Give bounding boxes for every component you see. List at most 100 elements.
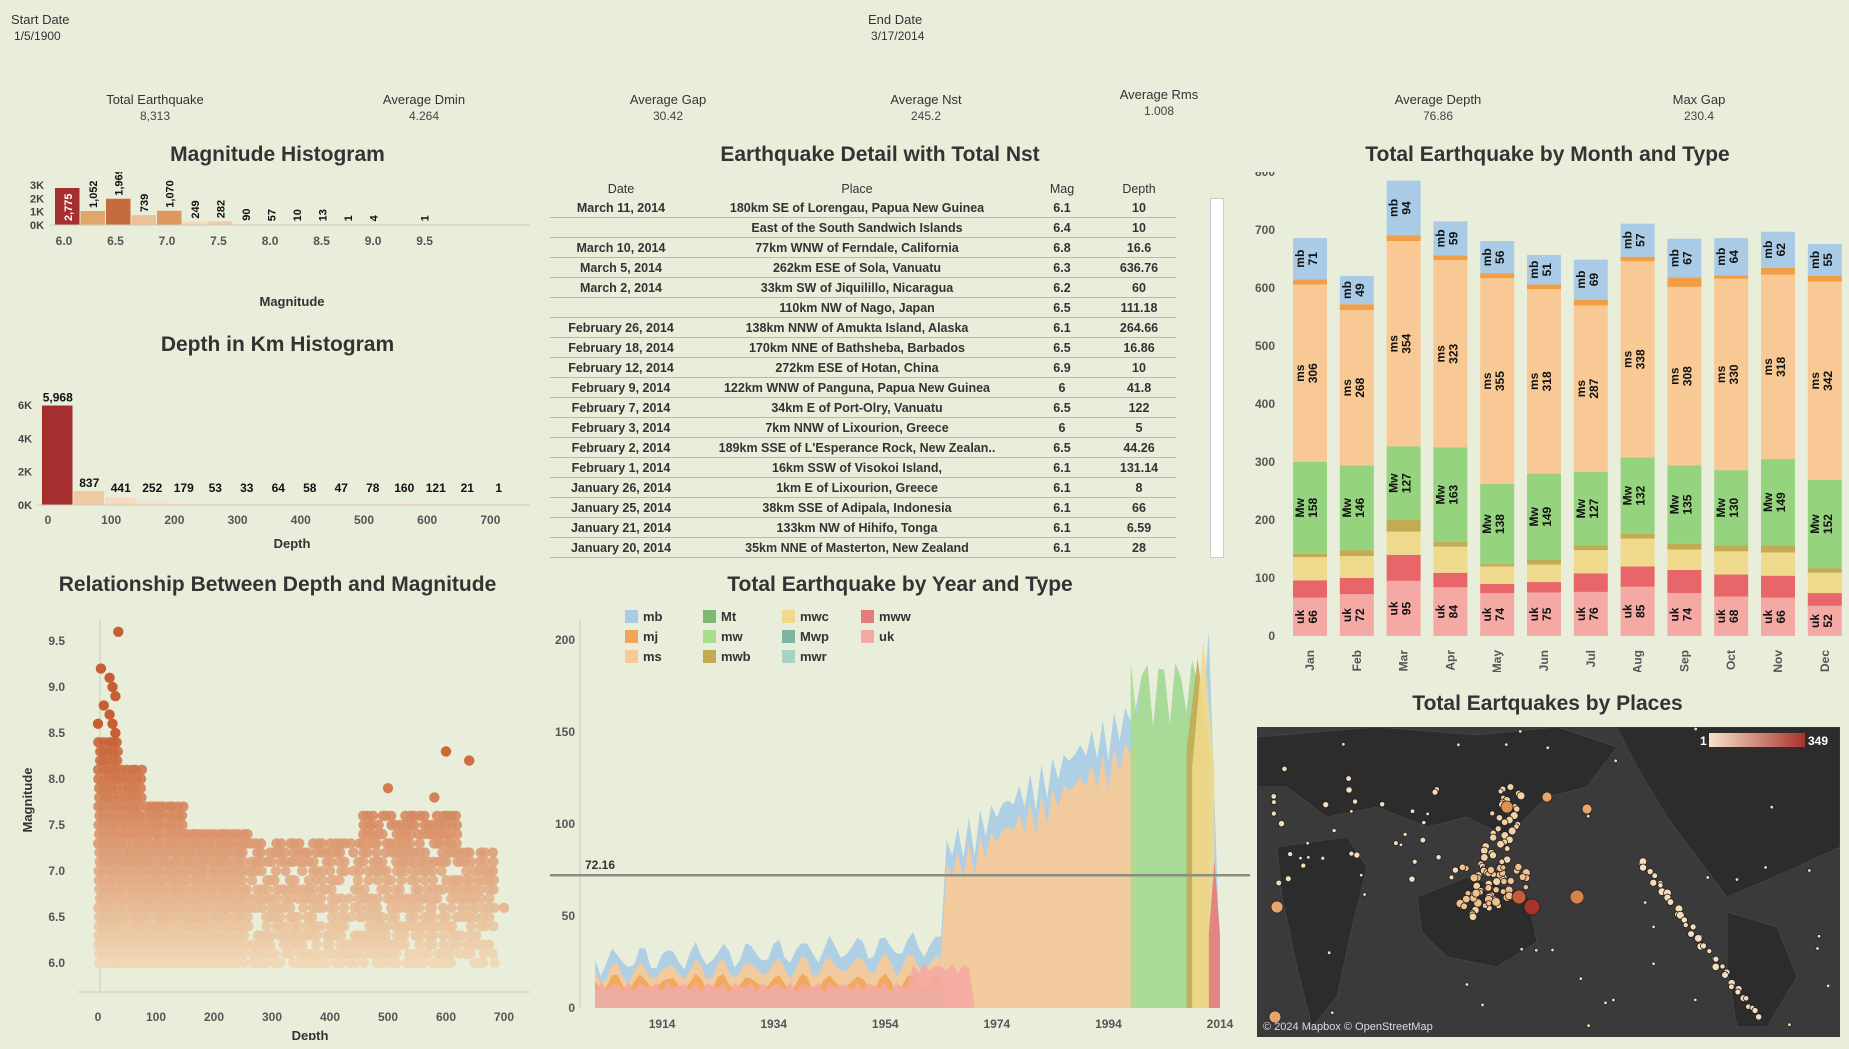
x-tick-label: May (1490, 650, 1504, 672)
cell-date: February 18, 2014 (550, 337, 692, 358)
cell-depth: 5 (1102, 417, 1176, 438)
stacked-bar-segment (1433, 221, 1468, 256)
table-row[interactable]: February 12, 2014 272km ESE of Hotan, Chi… (550, 357, 1176, 378)
map-point (1541, 791, 1553, 803)
map-point (1305, 840, 1310, 846)
table-row[interactable]: East of the South Sandwich Islands 6.4 10 (550, 217, 1176, 238)
segment-series-label: mb (1387, 199, 1401, 217)
map-point (1287, 851, 1294, 858)
table-row[interactable]: March 5, 2014 262km ESE of Sola, Vanuatu 6… (550, 257, 1176, 278)
segment-series-label: Mw (1340, 497, 1354, 517)
cell-depth: 16.6 (1102, 237, 1176, 258)
start-date-filter[interactable]: Start Date 1/5/1900 (11, 12, 70, 43)
scatter-point (110, 691, 121, 702)
cell-mag: 6 (1022, 417, 1102, 438)
x-tick-label: 8.5 (313, 234, 330, 248)
scatter-point (354, 865, 365, 877)
scatter-point (177, 819, 188, 831)
table-row[interactable]: February 3, 2014 7km NNW of Lixourion, Gr… (550, 417, 1176, 438)
y-tick-label: 0K (18, 500, 32, 512)
depth-magnitude-scatter[interactable]: 6.0 6.5 7.0 7.5 8.0 8.5 9.0 9.5 0 100 200 300 400 500… (10, 600, 540, 1040)
map-point (1348, 850, 1355, 857)
table-row[interactable]: March 2, 2014 33km SW of Jiquilillo, Nica… (550, 277, 1176, 298)
legend-label: Mwp (800, 629, 829, 644)
table-row[interactable]: March 10, 2014 77km WNW of Ferndale, Cali… (550, 237, 1176, 258)
detail-table: Date Place Mag Depth March 11, 2014 180km… (550, 180, 1176, 558)
scatter-point (488, 921, 499, 932)
scatter-point (284, 902, 296, 913)
map-point (1815, 946, 1820, 951)
table-row[interactable]: February 7, 2014 34km E of Port-Olry, Van… (550, 397, 1176, 418)
table-row[interactable]: 110km NW of Nago, Japan 6.5 111.18 (550, 297, 1176, 318)
map-point (1464, 982, 1470, 987)
segment-series-label: uk (1621, 604, 1635, 618)
scatter-point (427, 865, 438, 877)
header-date[interactable]: Date (607, 182, 635, 196)
scatter-point (308, 856, 319, 867)
stacked-bar-segment (1667, 238, 1702, 278)
legend-label: mww (879, 609, 912, 624)
header-mag[interactable]: Mag (1049, 182, 1075, 196)
map-point (1613, 758, 1618, 763)
scatter-point (302, 847, 314, 858)
map-point (1494, 825, 1502, 833)
map-credit: © 2024 Mapbox © OpenStreetMap (1263, 1021, 1433, 1033)
table-row[interactable]: January 25, 2014 38km SSE of Adipala, Ind… (550, 497, 1176, 518)
cell-depth: 66 (1102, 497, 1176, 518)
segment-value-label: 268 (1353, 377, 1367, 397)
segment-series-label: mb (1433, 229, 1447, 247)
map-point (1700, 942, 1707, 950)
map-point (1586, 1023, 1591, 1028)
scatter-point (238, 856, 249, 867)
x-tick-label: Nov (1771, 650, 1785, 672)
header-place[interactable]: Place (841, 182, 873, 196)
cell-depth: 122 (1102, 397, 1176, 418)
table-row[interactable]: February 1, 2014 16km SSW of Visokoi Isla… (550, 457, 1176, 478)
table-row[interactable]: February 26, 2014 138km NNW of Amukta Isl… (550, 317, 1176, 338)
table-row[interactable]: February 18, 2014 170km NNE of Bathsheba,… (550, 337, 1176, 358)
histogram-bar (208, 221, 233, 225)
map-point (1500, 800, 1514, 814)
table-row[interactable]: January 21, 2014 133km NW of Hihifo, Tong… (550, 517, 1176, 538)
cell-depth: 111.18 (1102, 297, 1176, 318)
earthquake-map[interactable] (1257, 727, 1840, 1037)
stacked-bar-segment (1667, 543, 1702, 550)
year-type-area-chart[interactable]: mb Mt mwc mww mj mw Mwp uk ms mwb mwr 0 50 100 150 200 1… (550, 600, 1250, 1040)
header-depth[interactable]: Depth (1122, 182, 1156, 196)
map-point (1705, 875, 1710, 880)
stacked-bar-segment (1761, 597, 1795, 636)
kpi-value: 230.4 (1683, 109, 1715, 123)
table-row[interactable]: February 9, 2014 122km WNW of Panguna, Pa… (550, 377, 1176, 398)
stacked-bar-segment (1339, 304, 1374, 311)
end-date-filter[interactable]: End Date 3/17/2014 (868, 12, 924, 43)
cell-place: 77km WNW of Ferndale, California (692, 237, 1022, 258)
stacked-bar-segment (1293, 279, 1327, 285)
legend-label: mwc (800, 609, 829, 624)
table-row[interactable]: March 11, 2014 180km SE of Lorengau, Papu… (550, 198, 1176, 218)
cell-place: East of the South Sandwich Islands (692, 217, 1022, 238)
cell-depth: 10 (1102, 198, 1176, 218)
segment-value-label: 55 (1821, 253, 1835, 267)
table-scrollbar[interactable] (1210, 198, 1224, 558)
map-land (1616, 727, 1840, 898)
table-row[interactable]: January 26, 2014 1km E of Lixourion, Gree… (550, 477, 1176, 498)
table-row[interactable]: January 20, 2014 35km NNE of Masterton, N… (550, 537, 1176, 558)
scatter-point (339, 921, 350, 932)
map-point (1462, 894, 1471, 904)
segment-series-label: uk (1574, 607, 1588, 621)
table-row[interactable]: February 2, 2014 189km SSE of L'Esperance… (550, 437, 1176, 458)
scatter-point (271, 893, 282, 904)
detail-table-container[interactable]: Date Place Mag Depth March 11, 2014 180km… (550, 180, 1226, 558)
scatter-point (335, 893, 347, 904)
map-point (1480, 853, 1489, 862)
scatter-point (92, 718, 104, 729)
map-point (1763, 865, 1768, 870)
data-label: 90 (241, 209, 253, 221)
stacked-bar-segment (1480, 273, 1515, 279)
map-point (1489, 833, 1498, 842)
segment-series-label: ms (1480, 372, 1494, 390)
stacked-bar-segment (1339, 550, 1374, 556)
